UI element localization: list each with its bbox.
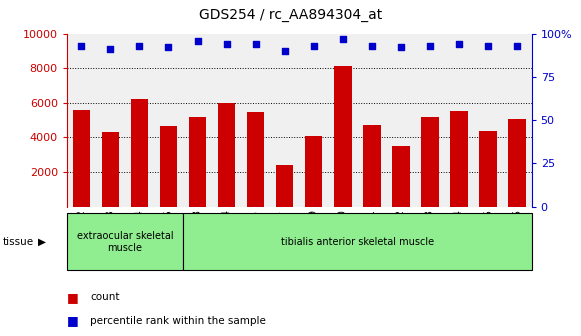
Bar [131, 99, 148, 207]
Bar [479, 130, 497, 207]
Bar [276, 165, 293, 207]
Point [309, 43, 318, 48]
Text: GDS254 / rc_AA894304_at: GDS254 / rc_AA894304_at [199, 8, 382, 23]
Text: tibialis anterior skeletal muscle: tibialis anterior skeletal muscle [281, 237, 434, 247]
Bar [189, 117, 206, 207]
Point [193, 38, 202, 43]
Point [77, 43, 86, 48]
Bar [73, 110, 90, 207]
Bar [421, 117, 439, 207]
Point [222, 41, 231, 47]
Point [251, 41, 260, 47]
Text: tissue: tissue [3, 237, 34, 247]
Point [512, 43, 522, 48]
Bar [450, 112, 468, 207]
Text: ▶: ▶ [38, 237, 46, 247]
Point [454, 41, 464, 47]
Bar [334, 67, 352, 207]
Point [135, 43, 144, 48]
Bar [305, 136, 322, 207]
Bar [218, 103, 235, 207]
Point [106, 46, 115, 52]
Bar [160, 126, 177, 207]
Text: ■: ■ [67, 314, 78, 327]
Bar [247, 112, 264, 207]
Point [280, 48, 289, 54]
Point [367, 43, 376, 48]
Point [164, 45, 173, 50]
Point [396, 45, 406, 50]
Bar [508, 119, 526, 207]
Bar [102, 132, 119, 207]
Text: extraocular skeletal
muscle: extraocular skeletal muscle [77, 231, 173, 253]
Point [483, 43, 493, 48]
Point [425, 43, 435, 48]
Text: count: count [90, 292, 120, 302]
Bar [392, 146, 410, 207]
Text: ■: ■ [67, 291, 78, 304]
Text: percentile rank within the sample: percentile rank within the sample [90, 316, 266, 326]
Bar [363, 125, 381, 207]
Point [338, 36, 347, 41]
